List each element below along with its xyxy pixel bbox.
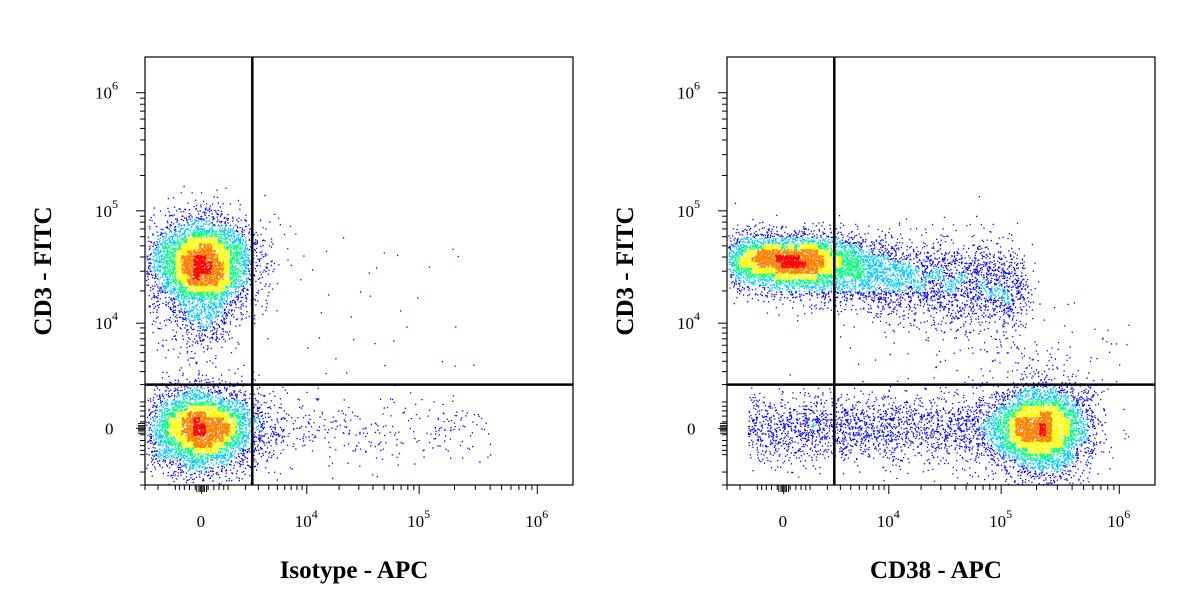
event-dots — [146, 185, 492, 486]
y-tick-label: 105 — [677, 197, 700, 221]
x-tick-exponent: 4 — [312, 507, 318, 521]
y-tick-label: 106 — [677, 79, 700, 103]
x-tick-exponent: 6 — [542, 507, 548, 521]
y-tick-exponent: 6 — [694, 79, 700, 93]
x-tick-base: 10 — [295, 512, 312, 531]
x-tick-base: 10 — [877, 512, 894, 531]
x-tick-label: 104 — [877, 507, 900, 531]
x-tick-label: 0 — [779, 512, 788, 531]
y-tick-label: 104 — [95, 309, 118, 333]
y-tick-exponent: 4 — [112, 309, 118, 323]
x-tick-base: 10 — [1107, 512, 1124, 531]
y-tick-exponent: 5 — [694, 197, 700, 211]
y-axis-title: CD3 - FITC — [30, 206, 57, 335]
y-tick-label: 106 — [95, 79, 118, 103]
y-tick-base: 10 — [95, 314, 112, 333]
y-tick-base: 10 — [95, 84, 112, 103]
y-tick-exponent: 5 — [112, 197, 118, 211]
y-tick-base: 10 — [677, 202, 694, 221]
y-tick-label: 104 — [677, 309, 700, 333]
event-dot-layer-4 — [181, 243, 231, 449]
y-tick-exponent: 6 — [112, 79, 118, 93]
y-tick-base: 10 — [677, 84, 694, 103]
event-dot-layer-0 — [146, 185, 492, 486]
x-tick-base: 0 — [197, 512, 206, 531]
y-tick-base: 0 — [687, 419, 696, 438]
x-tick-label: 0 — [197, 512, 206, 531]
x-tick-exponent: 5 — [1006, 507, 1012, 521]
x-tick-base: 10 — [989, 512, 1006, 531]
x-tick-base: 10 — [525, 512, 542, 531]
x-axis-title: CD38 - APC — [870, 557, 1002, 584]
x-tick-base: 0 — [779, 512, 788, 531]
event-dot-layer-4 — [751, 249, 1053, 443]
x-tick-label: 106 — [525, 507, 548, 531]
y-axis-title: CD3 - FITC — [612, 206, 639, 335]
x-tick-label: 104 — [295, 507, 318, 531]
axis-ticks — [718, 92, 1120, 494]
x-tick-exponent: 4 — [894, 507, 900, 521]
x-tick-label: 105 — [989, 507, 1012, 531]
y-tick-base: 0 — [105, 419, 114, 438]
axis-ticks — [136, 92, 538, 494]
y-tick-label: 0 — [105, 419, 114, 438]
y-tick-label: 105 — [95, 197, 118, 221]
event-dot-layer-3 — [169, 237, 237, 455]
event-dot-layer-5 — [193, 255, 213, 437]
x-tick-label: 105 — [407, 507, 430, 531]
x-tick-base: 10 — [407, 512, 424, 531]
y-tick-base: 10 — [677, 314, 694, 333]
x-tick-exponent: 6 — [1124, 507, 1130, 521]
event-dot-layer-2 — [157, 231, 243, 461]
x-tick-label: 106 — [1107, 507, 1130, 531]
event-dot-layer-1 — [728, 237, 1089, 473]
y-tick-exponent: 4 — [694, 309, 700, 323]
event-dots — [728, 196, 1130, 486]
x-tick-exponent: 5 — [424, 507, 430, 521]
y-tick-base: 10 — [95, 202, 112, 221]
event-dot-layer-1 — [151, 219, 261, 473]
x-axis-title: Isotype - APC — [280, 557, 429, 584]
y-tick-label: 0 — [687, 419, 696, 438]
